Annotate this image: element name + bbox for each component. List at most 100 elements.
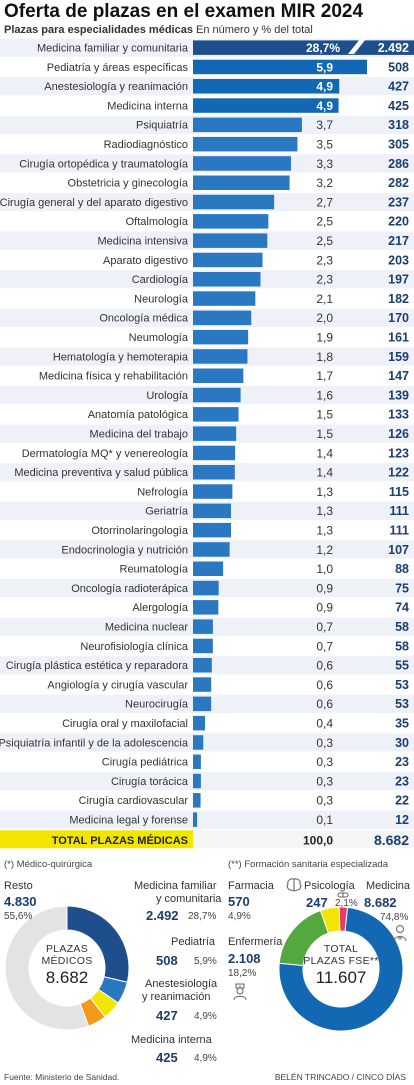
donut2-enfermeria-name: Enfermería bbox=[228, 936, 283, 948]
value-label: 286 bbox=[388, 157, 409, 171]
bar bbox=[193, 793, 201, 808]
value-label: 508 bbox=[388, 60, 409, 74]
value-label: 305 bbox=[388, 138, 409, 152]
category-label: Pediatría y áreas específicas bbox=[47, 62, 189, 74]
category-label: Aparato digestivo bbox=[103, 255, 188, 267]
bar bbox=[193, 522, 232, 538]
bar bbox=[193, 194, 275, 210]
bar bbox=[193, 754, 201, 769]
donut1-slice-resto bbox=[4, 905, 90, 1031]
value-label: 427 bbox=[388, 80, 409, 94]
value-label: 35 bbox=[395, 717, 409, 731]
pct-label: 1,9 bbox=[316, 331, 333, 345]
category-label: Otorrinolaringología bbox=[91, 525, 188, 537]
value-label: 55 bbox=[395, 659, 409, 673]
category-label: Medicina nuclear bbox=[105, 622, 188, 634]
pct-label: 1,3 bbox=[316, 504, 333, 518]
value-label: 139 bbox=[388, 388, 409, 402]
donut1-ped-value: 508 bbox=[156, 953, 178, 968]
source-note: Fuente: Ministerio de Sanidad. bbox=[4, 1072, 120, 1082]
bar bbox=[193, 233, 268, 248]
donut1-center-line2: MÉDICOS bbox=[41, 955, 93, 967]
donut2-farmacia-name: Farmacia bbox=[228, 880, 274, 892]
pct-label: 0,9 bbox=[316, 581, 333, 595]
category-label: Cirugía general y del aparato digestivo bbox=[0, 197, 188, 209]
donut2-slice-medicina bbox=[278, 906, 404, 1032]
donut1-resto-value: 4.830 bbox=[4, 894, 37, 909]
total-value: 8.682 bbox=[374, 832, 409, 848]
total-row-background bbox=[193, 830, 414, 849]
pct-label: 3,2 bbox=[316, 176, 333, 190]
value-label: 237 bbox=[388, 195, 409, 209]
pct-label: 4,9 bbox=[316, 80, 333, 94]
value-label: 22 bbox=[395, 794, 409, 808]
category-label: Medicina del trabajo bbox=[90, 429, 188, 441]
value-label: 58 bbox=[395, 620, 409, 634]
value-label: 170 bbox=[388, 311, 409, 325]
value-label: 23 bbox=[395, 774, 409, 788]
donut2-center-line1: TOTAL bbox=[323, 943, 359, 955]
donut1-mfyc-pct: 28,7% bbox=[188, 911, 217, 922]
bar bbox=[193, 542, 230, 557]
pct-label: 1,4 bbox=[316, 466, 333, 480]
row-background bbox=[0, 771, 414, 791]
category-label: Medicina legal y forense bbox=[69, 815, 188, 827]
donut1-center-value: 8.682 bbox=[45, 968, 89, 987]
category-label: Cirugía cardiovascular bbox=[79, 795, 189, 807]
donut2-medicina-pct: 74,8% bbox=[380, 912, 409, 923]
donut1-center-line1: PLAZAS bbox=[45, 943, 89, 955]
bar bbox=[193, 291, 256, 306]
pct-label: 1,3 bbox=[316, 524, 333, 538]
bar bbox=[193, 503, 232, 519]
pct-label: 1,0 bbox=[316, 562, 333, 576]
value-label: 318 bbox=[388, 118, 409, 132]
donut1-mfyc-name1: Medicina familiar bbox=[134, 880, 217, 892]
category-label: Cirugía pediátrica bbox=[102, 757, 189, 769]
pct-label: 0,4 bbox=[316, 717, 333, 731]
value-label: 23 bbox=[395, 755, 409, 769]
pct-label: 2,0 bbox=[316, 311, 333, 325]
bar bbox=[193, 638, 213, 654]
bar bbox=[193, 136, 298, 152]
pct-label: 0,3 bbox=[316, 774, 333, 788]
pct-label: 0,1 bbox=[316, 813, 333, 827]
pct-label: 2,1 bbox=[316, 292, 333, 306]
bar bbox=[193, 175, 290, 190]
total-pct: 100,0 bbox=[303, 833, 333, 847]
category-label: Cirugía ortopédica y traumatología bbox=[19, 158, 189, 170]
row-background bbox=[0, 791, 414, 810]
donut1-anes-name2: y reanimación bbox=[142, 991, 211, 1003]
pct-label: 0,6 bbox=[316, 659, 333, 673]
axis-break-mark bbox=[348, 39, 366, 54]
pct-label: 28,7% bbox=[306, 41, 340, 55]
value-label: 122 bbox=[388, 466, 409, 480]
bar bbox=[193, 368, 244, 383]
category-label: Oftalmología bbox=[126, 216, 189, 228]
donut1-ped-pct: 5,9% bbox=[194, 956, 217, 967]
donut1-anes-pct: 4,9% bbox=[194, 1011, 217, 1022]
value-label: 123 bbox=[388, 446, 409, 460]
category-label: Geriatría bbox=[145, 506, 189, 518]
donut2-slice-psicologia bbox=[338, 906, 349, 932]
pct-label: 5,9 bbox=[316, 60, 333, 74]
donut2-enfermeria-value: 2.108 bbox=[228, 951, 261, 966]
chart-subtitle: Plazas para especialidades médicas En nú… bbox=[4, 24, 313, 36]
value-label: 75 bbox=[395, 581, 409, 595]
bar bbox=[193, 812, 198, 827]
pill-icon bbox=[337, 889, 349, 904]
category-label: Medicina preventiva y salud pública bbox=[14, 467, 189, 479]
bar bbox=[193, 310, 252, 326]
bar bbox=[193, 329, 249, 345]
category-label: Anatomía patológica bbox=[88, 409, 189, 421]
bar bbox=[193, 715, 205, 731]
category-label: Medicina interna bbox=[107, 100, 189, 112]
value-label: 53 bbox=[395, 697, 409, 711]
bar bbox=[193, 735, 204, 750]
pct-label: 1,8 bbox=[316, 350, 333, 364]
pct-label: 0,7 bbox=[316, 620, 333, 634]
pct-label: 1,6 bbox=[316, 388, 333, 402]
donut2-farmacia-pct: 4,9% bbox=[228, 911, 251, 922]
bar bbox=[193, 619, 213, 634]
category-label: Neurofisiología clínica bbox=[80, 641, 188, 653]
category-label: Urología bbox=[146, 390, 188, 402]
